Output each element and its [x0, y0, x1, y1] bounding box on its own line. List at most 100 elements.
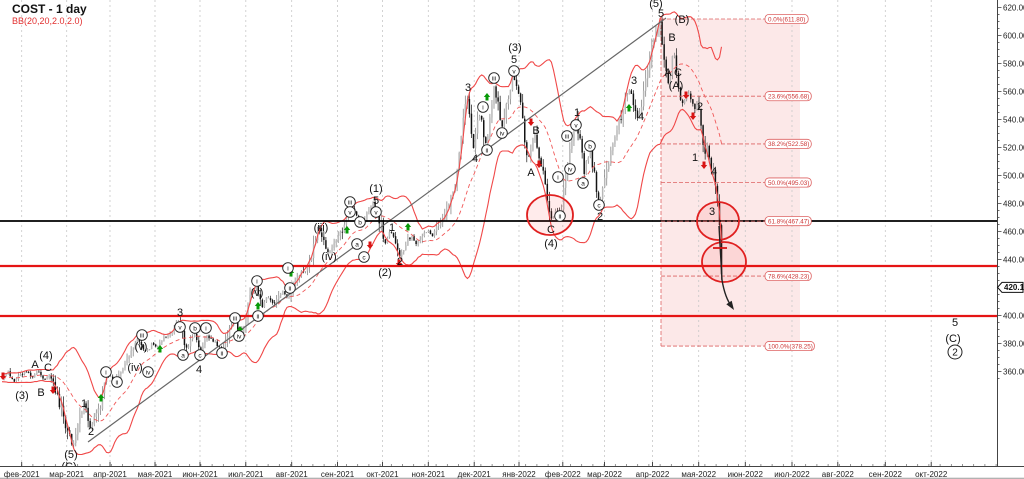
- red-highlight-ellipse[interactable]: [696, 201, 740, 241]
- wave-label[interactable]: (iv): [127, 362, 142, 374]
- circled-wave-label[interactable]: c: [194, 349, 206, 361]
- circled-wave-label[interactable]: iv: [233, 330, 245, 342]
- circled-wave-label[interactable]: iv: [142, 366, 154, 378]
- wave-label[interactable]: 2: [697, 101, 703, 113]
- circled-wave-label[interactable]: b: [354, 216, 366, 228]
- circled-wave-label[interactable]: i: [477, 101, 489, 113]
- wave-label[interactable]: (v): [135, 341, 148, 353]
- circled-wave-label[interactable]: v: [508, 65, 520, 77]
- wave-label[interactable]: (C): [61, 461, 76, 473]
- wave-label[interactable]: 5: [511, 54, 517, 66]
- circled-wave-label[interactable]: a: [577, 177, 589, 189]
- wave-label[interactable]: 3: [631, 75, 637, 87]
- wave-label[interactable]: 2: [597, 211, 603, 223]
- circled-wave-label[interactable]: a: [177, 349, 189, 361]
- wave-label[interactable]: 3: [709, 206, 715, 218]
- wave-label[interactable]: 1: [389, 222, 395, 234]
- circled-wave-label[interactable]: ii: [481, 144, 493, 156]
- wave-label[interactable]: 5: [373, 195, 379, 207]
- wave-label[interactable]: (v): [251, 287, 264, 299]
- circled-wave-label[interactable]: v: [174, 321, 186, 333]
- target-circled-label[interactable]: 2: [947, 344, 963, 360]
- wave-label[interactable]: (4): [39, 350, 52, 362]
- circled-wave-label[interactable]: iv: [496, 127, 508, 139]
- circled-wave-label[interactable]: iii: [229, 312, 241, 324]
- wave-label[interactable]: (4): [544, 238, 557, 250]
- circled-wave-label[interactable]: v: [570, 119, 582, 131]
- wave-label[interactable]: (B): [675, 14, 690, 26]
- wave-label[interactable]: C: [674, 67, 682, 79]
- circled-wave-label[interactable]: iii: [136, 329, 148, 341]
- wave-label[interactable]: B: [532, 125, 539, 137]
- wave-label[interactable]: 4: [196, 364, 202, 376]
- circled-wave-label[interactable]: b: [584, 140, 596, 152]
- fib-level-label-box[interactable]: [764, 138, 812, 149]
- wave-label[interactable]: (iv): [321, 251, 336, 263]
- candle-up: [405, 245, 407, 250]
- wave-label[interactable]: 1: [574, 107, 580, 119]
- circled-wave-label[interactable]: i: [100, 366, 112, 378]
- circled-wave-label[interactable]: i: [200, 322, 212, 334]
- red-highlight-ellipse[interactable]: [526, 194, 574, 236]
- wave-label[interactable]: (5): [649, 0, 662, 10]
- circled-wave-label[interactable]: c: [358, 251, 370, 263]
- circled-wave-label[interactable]: v: [370, 206, 382, 218]
- red-highlight-ellipse[interactable]: [701, 241, 747, 283]
- circled-wave-label[interactable]: i: [552, 171, 564, 183]
- circled-wave-label[interactable]: iii: [561, 130, 573, 142]
- circled-wave-label[interactable]: ii: [216, 347, 228, 359]
- wave-label[interactable]: A: [31, 359, 39, 371]
- wave-label[interactable]: A: [527, 167, 535, 179]
- wave-label[interactable]: 1: [692, 152, 698, 164]
- wave-label[interactable]: (1): [369, 183, 382, 195]
- wave-label[interactable]: 2: [88, 426, 94, 438]
- circled-wave-label[interactable]: ii: [252, 310, 264, 322]
- wave-label[interactable]: (A): [669, 80, 684, 92]
- wave-label[interactable]: 2: [397, 256, 403, 268]
- wave-label[interactable]: 5: [658, 8, 664, 20]
- wave-label[interactable]: B: [668, 32, 675, 44]
- circled-wave-label[interactable]: i: [251, 275, 263, 287]
- fib-level-label-box[interactable]: [764, 13, 809, 24]
- wave-label[interactable]: 1: [81, 398, 87, 410]
- circled-wave-label[interactable]: iii: [344, 196, 356, 208]
- fib-level-label-box[interactable]: [764, 216, 812, 227]
- candle-up: [339, 231, 341, 236]
- wave-label[interactable]: 5: [952, 317, 958, 329]
- wave-label[interactable]: (3): [508, 42, 521, 54]
- wave-label[interactable]: A: [664, 67, 672, 79]
- wave-label[interactable]: 4: [472, 153, 478, 165]
- wave-label[interactable]: B: [37, 387, 44, 399]
- wave-label[interactable]: (2): [378, 267, 391, 279]
- circled-wave-label[interactable]: b: [189, 322, 201, 334]
- circled-wave-label[interactable]: iii: [488, 72, 500, 84]
- circled-wave-label[interactable]: a: [351, 238, 363, 250]
- circled-wave-label[interactable]: iv: [564, 163, 576, 175]
- wave-label[interactable]: C: [547, 224, 555, 236]
- circled-wave-label[interactable]: c: [593, 199, 605, 211]
- fib-level-label-box[interactable]: [764, 177, 812, 188]
- wave-label[interactable]: 4: [638, 111, 644, 123]
- candle-down: [546, 183, 549, 201]
- wave-label[interactable]: 3: [465, 82, 471, 94]
- wave-label[interactable]: 3: [177, 307, 183, 319]
- wave-label[interactable]: 4: [711, 166, 717, 178]
- wave-label[interactable]: (C): [945, 333, 960, 345]
- circled-wave-label[interactable]: ii: [111, 376, 123, 388]
- wave-label-circle: [570, 119, 582, 131]
- wave-label[interactable]: C: [44, 362, 52, 374]
- price-axis-label: 480.00: [1003, 199, 1024, 208]
- wave-label[interactable]: (iii): [314, 222, 329, 234]
- fib-level-label-box[interactable]: [764, 271, 812, 282]
- wave-label[interactable]: (5): [64, 449, 77, 461]
- fib-level-label-box[interactable]: [764, 91, 812, 102]
- wave-label[interactable]: (3): [15, 390, 28, 402]
- trend-line[interactable]: [87, 17, 667, 443]
- fib-level-label-box[interactable]: [764, 341, 815, 352]
- circled-wave-label[interactable]: i: [282, 262, 294, 274]
- circled-wave-label[interactable]: v: [344, 206, 356, 218]
- circled-wave-label[interactable]: ii: [554, 210, 566, 222]
- candle-down: [692, 99, 694, 104]
- circled-wave-label[interactable]: ii: [284, 282, 296, 294]
